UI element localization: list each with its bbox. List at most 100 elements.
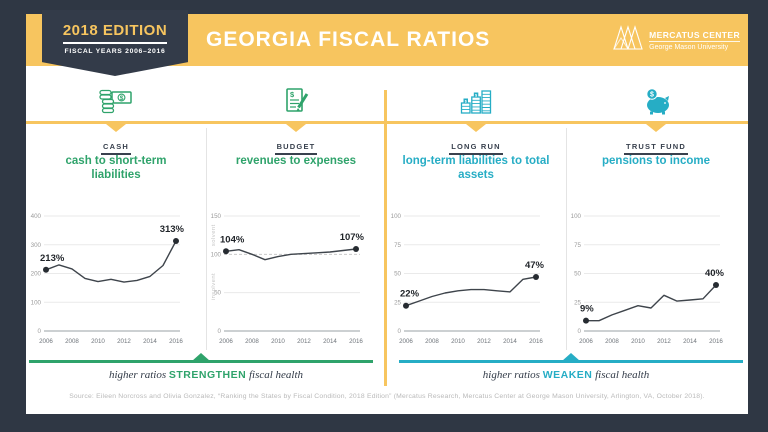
svg-text:75: 75 (394, 242, 401, 249)
long-run-bars-icon: $ $ (386, 80, 566, 122)
chart-title-trustfund: pensions to income (602, 155, 710, 167)
trust-fund-piggy-icon: $ (566, 80, 746, 122)
svg-text:100: 100 (571, 213, 582, 220)
line-chart-cash: 0 100 200 300 400 2006 2008 2010 2012 2014 2016 213… (26, 204, 206, 352)
chart-title-budget: revenues to expenses (235, 155, 357, 167)
svg-text:2016: 2016 (709, 338, 723, 345)
column-divider (206, 128, 207, 350)
svg-text:2010: 2010 (91, 338, 105, 345)
edition-badge: 2018 EDITION FISCAL YEARS 2006–2016 (42, 10, 188, 76)
svg-text:2014: 2014 (143, 338, 157, 345)
section-label-budget: BUDGET (206, 136, 386, 155)
svg-text:2012: 2012 (117, 338, 131, 345)
svg-text:$: $ (650, 92, 654, 99)
svg-text:25: 25 (574, 299, 581, 306)
badge-divider (63, 42, 167, 44)
svg-text:solvent: solvent (211, 224, 217, 246)
svg-text:2006: 2006 (579, 338, 593, 345)
chevron-down-icon (106, 124, 126, 132)
svg-text:104%: 104% (220, 234, 245, 245)
logo-name: MERCATUS CENTER (649, 30, 740, 42)
chevron-down-icon (466, 124, 486, 132)
svg-text:0: 0 (398, 328, 402, 335)
svg-text:100: 100 (31, 299, 42, 306)
svg-text:2010: 2010 (631, 338, 645, 345)
svg-text:213%: 213% (40, 253, 65, 264)
svg-text:300: 300 (31, 242, 42, 249)
line-chart-budget: 0 50 100 150 solvent insolvent 2006 2008 2010 201… (206, 204, 386, 352)
svg-text:313%: 313% (160, 224, 185, 235)
svg-text:50: 50 (574, 271, 581, 278)
svg-text:107%: 107% (340, 232, 365, 243)
line-chart-trustfund: 0 25 50 75 100 2006 2008 2010 2012 2014 2016 9% 40% (566, 204, 746, 352)
svg-text:0: 0 (578, 328, 582, 335)
cash-money-icon: $ (26, 80, 206, 122)
content-card: $ $ (26, 66, 748, 414)
svg-text:2006: 2006 (399, 338, 413, 345)
svg-text:2012: 2012 (297, 338, 311, 345)
chart-title-longrun: long-term liabilities to total assets (402, 155, 550, 182)
line-chart-longrun: 0 25 50 75 100 2006 2008 2010 2012 2014 2016 22% 47% (386, 204, 566, 352)
edition-badge-years: FISCAL YEARS 2006–2016 (64, 48, 166, 55)
center-divider (384, 90, 387, 386)
svg-text:2014: 2014 (323, 338, 337, 345)
svg-text:2016: 2016 (349, 338, 363, 345)
svg-text:150: 150 (211, 213, 222, 220)
triangle-up-icon (562, 353, 580, 361)
weaken-caption: higher ratios WEAKEN fiscal health (482, 369, 650, 381)
svg-text:50: 50 (214, 290, 221, 297)
section-label-cash: CASH (26, 136, 206, 155)
mercatus-logo: MERCATUS CENTER George Mason University (613, 14, 740, 66)
svg-text:25: 25 (394, 299, 401, 306)
logo-subtitle: George Mason University (649, 43, 729, 51)
svg-text:2014: 2014 (503, 338, 517, 345)
svg-text:$: $ (120, 95, 124, 102)
chevron-down-icon (286, 124, 306, 132)
svg-text:2016: 2016 (169, 338, 183, 345)
chevron-down-icon (646, 124, 666, 132)
svg-text:0: 0 (38, 328, 42, 335)
weaken-rule (399, 360, 743, 363)
svg-text:50: 50 (394, 271, 401, 278)
svg-text:2008: 2008 (245, 338, 259, 345)
section-label-longrun: LONG RUN (386, 136, 566, 155)
svg-text:9%: 9% (580, 304, 594, 315)
svg-text:2006: 2006 (39, 338, 53, 345)
icon-underline-rule (26, 121, 748, 124)
svg-text:2010: 2010 (271, 338, 285, 345)
svg-text:2012: 2012 (657, 338, 671, 345)
edition-badge-title: 2018 EDITION (62, 22, 168, 39)
mercatus-monogram-icon (613, 24, 643, 56)
svg-text:$: $ (290, 90, 295, 99)
svg-text:2012: 2012 (477, 338, 491, 345)
svg-text:2016: 2016 (529, 338, 543, 345)
svg-text:2008: 2008 (65, 338, 79, 345)
svg-text:2014: 2014 (683, 338, 697, 345)
svg-text:22%: 22% (400, 289, 420, 300)
svg-text:$: $ (465, 99, 468, 103)
svg-text:47%: 47% (525, 260, 545, 271)
svg-text:2010: 2010 (451, 338, 465, 345)
svg-text:400: 400 (31, 213, 42, 220)
column-divider (566, 128, 567, 350)
strengthen-rule (29, 360, 373, 363)
svg-text:2006: 2006 (219, 338, 233, 345)
chart-title-cash: cash to short-term liabilities (65, 155, 167, 182)
svg-text:40%: 40% (705, 268, 725, 279)
svg-text:0: 0 (218, 328, 222, 335)
strengthen-caption: higher ratios STRENGTHEN fiscal health (108, 369, 304, 381)
page-title: GEORGIA FISCAL RATIOS (206, 28, 491, 51)
svg-text:2008: 2008 (605, 338, 619, 345)
svg-text:2008: 2008 (425, 338, 439, 345)
section-label-trustfund: TRUST FUND (566, 136, 746, 155)
svg-text:100: 100 (391, 213, 402, 220)
budget-document-icon: $ (206, 80, 386, 122)
source-citation: Source: Eileen Norcross and Olivia Gonza… (69, 393, 705, 400)
svg-text:insolvent: insolvent (211, 273, 217, 300)
triangle-up-icon (192, 353, 210, 361)
svg-text:200: 200 (31, 271, 42, 278)
svg-text:100: 100 (211, 251, 222, 258)
svg-text:$: $ (475, 93, 478, 97)
svg-text:75: 75 (574, 242, 581, 249)
